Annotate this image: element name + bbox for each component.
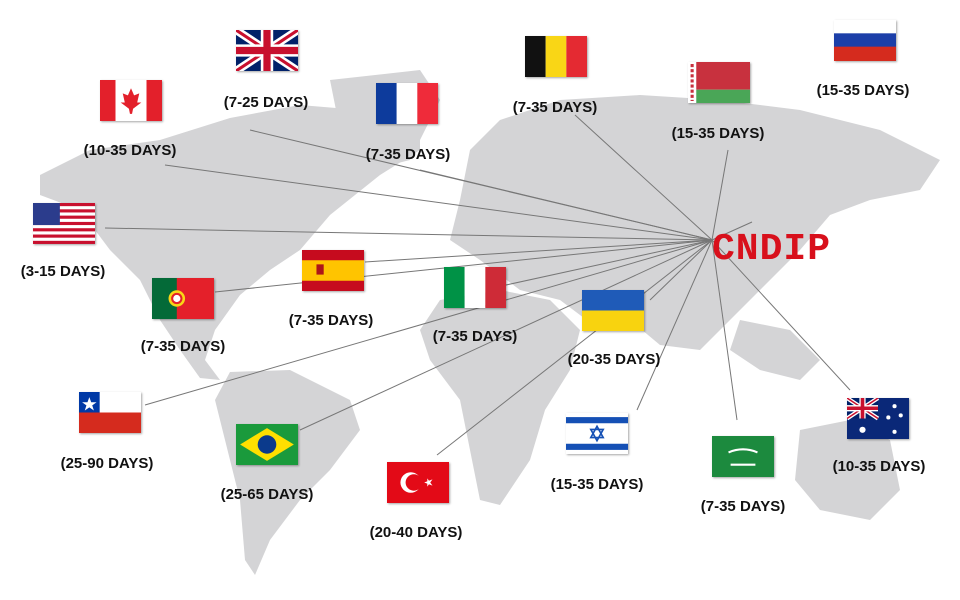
- russia-flag: [834, 20, 896, 61]
- brazil-flag: [236, 424, 298, 465]
- delivery-time-label: (7-35 DAYS): [700, 498, 786, 515]
- australia-flag: [847, 398, 909, 439]
- delivery-time-label: (3-15 DAYS): [20, 263, 106, 280]
- belarus-flag: [688, 62, 750, 103]
- italy-flag: [444, 267, 506, 308]
- route-line: [144, 239, 713, 406]
- continents: [40, 70, 940, 575]
- north-america: [40, 105, 420, 380]
- delivery-time-label: (7-35 DAYS): [288, 312, 374, 329]
- delivery-time-label: (15-35 DAYS): [550, 476, 644, 493]
- route-line: [214, 239, 713, 293]
- delivery-time-label: (7-35 DAYS): [140, 338, 226, 355]
- israel-flag: [566, 413, 628, 454]
- route-line: [711, 149, 729, 241]
- route-line: [164, 164, 713, 241]
- canada-flag: [100, 80, 162, 121]
- delivery-time-label: (7-35 DAYS): [512, 99, 598, 116]
- route-lines: [104, 114, 851, 456]
- route-line: [711, 239, 851, 391]
- route-line: [364, 239, 713, 263]
- portugal-flag: [152, 278, 214, 319]
- delivery-time-label: (7-35 DAYS): [432, 328, 518, 345]
- route-line: [711, 239, 738, 421]
- france-flag: [376, 83, 438, 124]
- eurasia: [450, 95, 940, 350]
- delivery-time-label: (10-35 DAYS): [83, 142, 177, 159]
- route-line: [711, 221, 753, 241]
- chile-flag: [79, 392, 141, 433]
- route-line: [104, 227, 713, 241]
- usa-flag: [33, 203, 95, 244]
- delivery-time-label: (15-35 DAYS): [816, 82, 910, 99]
- delivery-time-label: (7-35 DAYS): [365, 146, 451, 163]
- belgium-flag: [525, 36, 587, 77]
- australia: [795, 420, 900, 520]
- route-line: [299, 239, 713, 431]
- route-line: [419, 169, 713, 241]
- route-line: [505, 239, 713, 286]
- delivery-time-label: (7-25 DAYS): [223, 94, 309, 111]
- delivery-time-label: (15-35 DAYS): [671, 125, 765, 142]
- turkey-flag: [387, 462, 449, 503]
- delivery-time-label: (25-65 DAYS): [220, 486, 314, 503]
- united-kingdom-flag: [236, 30, 298, 71]
- delivery-time-label: (20-35 DAYS): [567, 351, 661, 368]
- route-line: [636, 239, 713, 411]
- africa: [420, 290, 580, 505]
- hub-label: CNDIP: [712, 228, 832, 271]
- ukraine-flag: [582, 290, 644, 331]
- route-line: [574, 114, 713, 241]
- route-line: [436, 239, 713, 456]
- spain-flag: [302, 250, 364, 291]
- south-america: [215, 370, 360, 575]
- route-line: [649, 239, 713, 301]
- saudi-arabia-flag: [712, 436, 774, 477]
- southeast-asia: [730, 320, 820, 380]
- delivery-time-label: (20-40 DAYS): [369, 524, 463, 541]
- delivery-time-label: (10-35 DAYS): [832, 458, 926, 475]
- delivery-time-label: (25-90 DAYS): [60, 455, 154, 472]
